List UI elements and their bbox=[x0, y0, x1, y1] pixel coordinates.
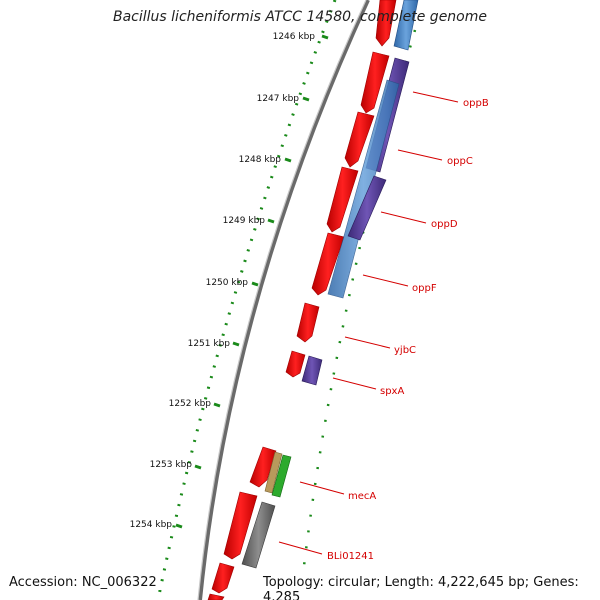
genome-summary-text: Topology: circular; Length: 4,222,645 bp… bbox=[260, 575, 600, 600]
tick-mark-1253 bbox=[194, 464, 202, 470]
purple-feature[interactable] bbox=[347, 175, 387, 241]
cds-feature[interactable] bbox=[296, 302, 320, 343]
tick-label-1249: 1249 kbp bbox=[223, 216, 266, 226]
leader-line-oppD bbox=[380, 211, 427, 224]
genome-backbone bbox=[198, 0, 370, 600]
tick-label-1254: 1254 kbp bbox=[130, 520, 173, 530]
tan-feature[interactable] bbox=[264, 451, 283, 494]
cds-feature[interactable] bbox=[223, 491, 258, 560]
cds-feature[interactable] bbox=[326, 166, 359, 233]
accession-text: Accession: NC_006322 bbox=[9, 575, 160, 590]
blue-feature[interactable] bbox=[393, 0, 419, 51]
major-ticks bbox=[175, 34, 329, 529]
leader-line-oppC bbox=[397, 149, 443, 161]
cds-track bbox=[207, 0, 397, 600]
tick-label-1246: 1246 kbp bbox=[273, 32, 316, 42]
gene-leader-lines bbox=[278, 91, 459, 555]
leader-line-oppF bbox=[362, 274, 409, 287]
cds-feature[interactable] bbox=[375, 0, 397, 47]
leader-line-mecA bbox=[299, 481, 345, 495]
cds-feature[interactable] bbox=[249, 446, 277, 488]
gray-feature[interactable] bbox=[241, 501, 276, 569]
cds-feature[interactable] bbox=[344, 111, 375, 168]
leader-line-BLi01241 bbox=[278, 541, 323, 555]
leader-line-yjbC bbox=[344, 336, 391, 349]
tick-label-1248: 1248 kbp bbox=[239, 155, 282, 165]
cds-feature[interactable] bbox=[311, 232, 345, 296]
green-feature[interactable] bbox=[271, 454, 292, 498]
tick-mark-1252 bbox=[213, 402, 221, 408]
tick-label-1251: 1251 kbp bbox=[188, 339, 231, 349]
genome-backbone-highlight bbox=[197, 0, 367, 600]
gene-label-spxA[interactable]: spxA bbox=[380, 386, 404, 397]
tick-mark-1246 bbox=[321, 34, 329, 40]
cds-feature[interactable] bbox=[207, 593, 225, 600]
blue-feature[interactable] bbox=[327, 79, 400, 299]
gene-label-BLi01241[interactable]: BLi01241 bbox=[327, 551, 374, 562]
leader-line-spxA bbox=[332, 377, 377, 390]
gene-label-oppC[interactable]: oppC bbox=[447, 156, 473, 167]
tick-labels: 1246 kbp 1247 kbp 1248 kbp 1249 kbp 1250… bbox=[130, 32, 316, 530]
tick-label-1250: 1250 kbp bbox=[206, 278, 249, 288]
tick-label-1247: 1247 kbp bbox=[257, 94, 300, 104]
similarity-track bbox=[241, 0, 419, 569]
gene-label-oppB[interactable]: oppB bbox=[463, 98, 489, 109]
gene-labels: oppB oppC oppD oppF yjbC spxA mecA BLi01… bbox=[327, 98, 489, 562]
tick-label-1252: 1252 kbp bbox=[169, 399, 212, 409]
cds-feature[interactable] bbox=[360, 51, 390, 114]
cds-feature[interactable] bbox=[285, 350, 306, 378]
tick-mark-1250 bbox=[251, 281, 259, 287]
cds-feature[interactable] bbox=[211, 562, 235, 594]
scale-dotted-line bbox=[156, 0, 337, 600]
tick-mark-1247 bbox=[302, 96, 310, 102]
map-title: Bacillus licheniformis ATCC 14580, compl… bbox=[113, 9, 487, 25]
gene-label-oppD[interactable]: oppD bbox=[431, 219, 458, 230]
tick-mark-1254 bbox=[175, 523, 183, 529]
gene-label-mecA[interactable]: mecA bbox=[348, 491, 376, 502]
tick-mark-1251 bbox=[232, 341, 240, 347]
tick-label-1253: 1253 kbp bbox=[150, 460, 193, 470]
tick-mark-1248 bbox=[284, 157, 292, 163]
leader-line-oppB bbox=[412, 91, 459, 103]
gene-label-oppF[interactable]: oppF bbox=[412, 283, 437, 294]
purple-feature[interactable] bbox=[301, 355, 323, 386]
gene-label-yjbC[interactable]: yjbC bbox=[394, 345, 416, 356]
tick-mark-1249 bbox=[267, 218, 275, 224]
